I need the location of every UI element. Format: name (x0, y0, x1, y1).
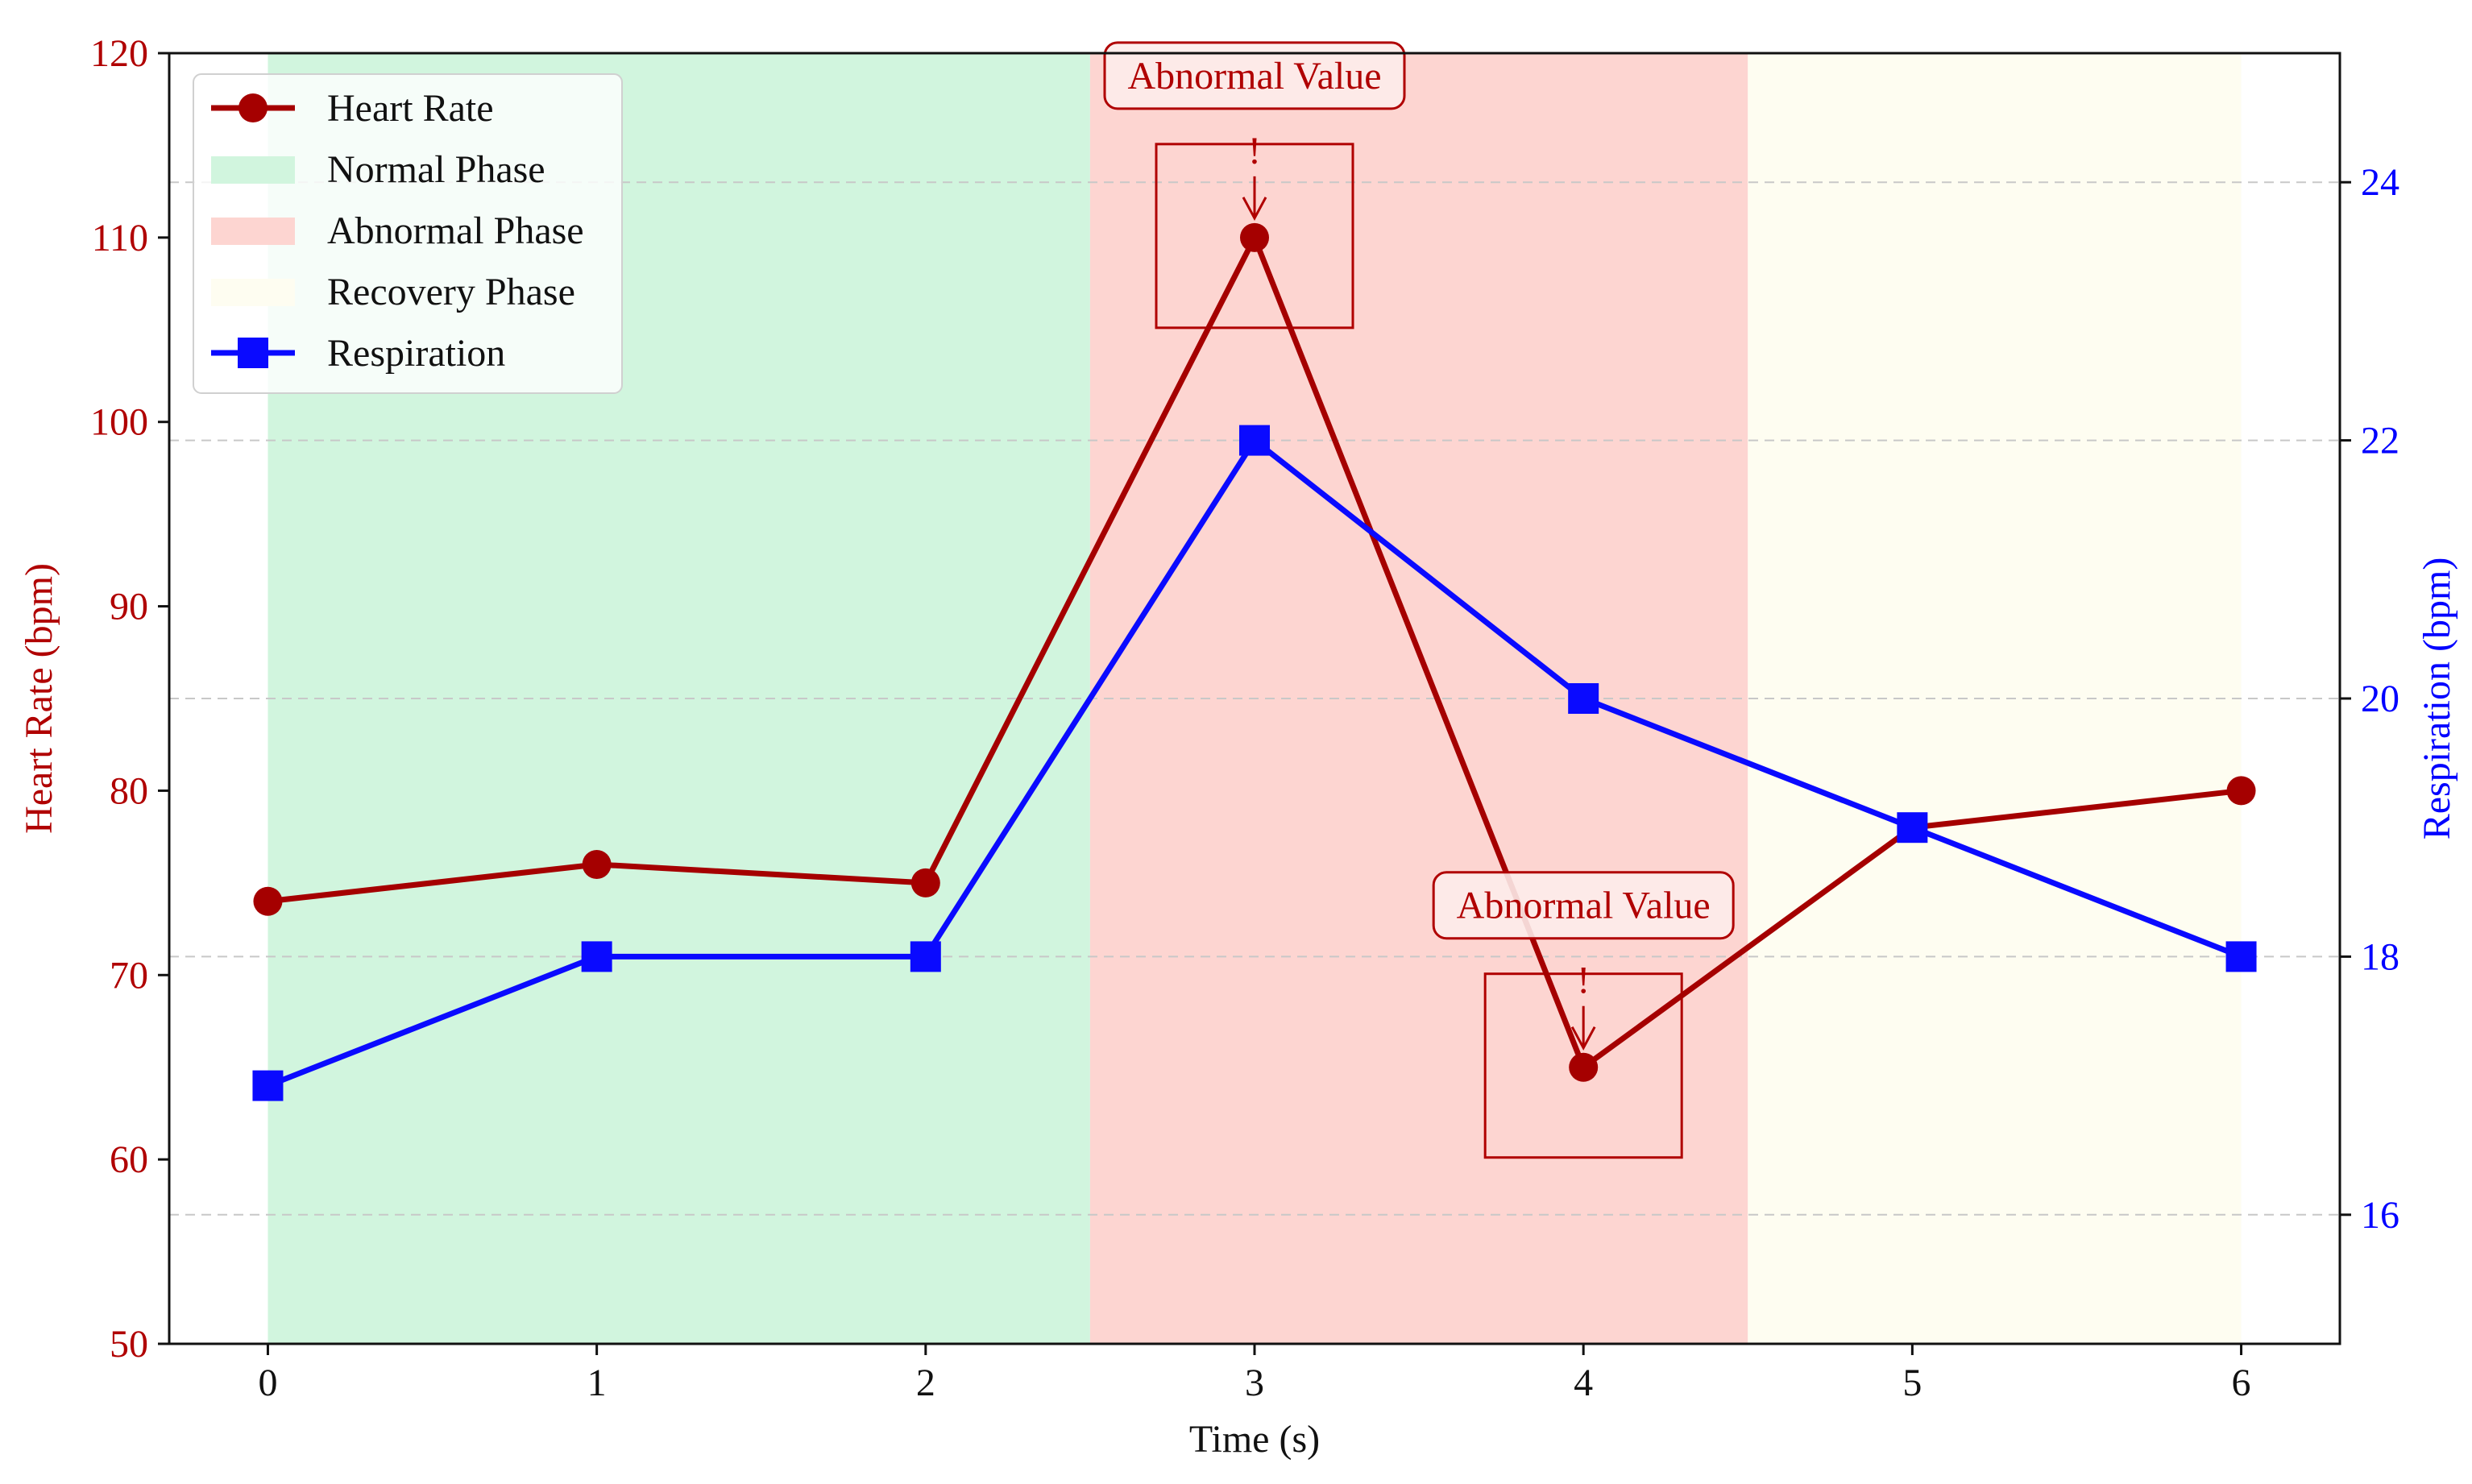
legend-normal-phase: Normal Phase (211, 148, 545, 191)
legend-recovery-phase: Recovery Phase (211, 271, 575, 313)
respiration-point (581, 941, 612, 972)
heart-rate-point (2226, 776, 2256, 806)
annotation-label-box (1432, 871, 1735, 940)
legend-marker (238, 93, 268, 122)
abnormal-highlight-box (1483, 972, 1683, 1159)
annotation-label: Abnormal Value (1457, 885, 1711, 927)
right-y-tick-label: 20 (2361, 678, 2399, 720)
legend-abnormal-phase: Abnormal Phase (211, 209, 584, 252)
annotation-arrow-head (1242, 197, 1267, 222)
legend-marker (238, 338, 268, 368)
respiration-point (2225, 941, 2257, 972)
legend-swatch (211, 156, 295, 184)
left-y-tick-label: 80 (110, 769, 148, 812)
right-y-tick-label: 22 (2361, 420, 2399, 462)
respiration-point (1897, 812, 1928, 844)
right-y-tick-label: 16 (2361, 1194, 2399, 1237)
annotation-arrow-head (1570, 1026, 1596, 1051)
legend-swatch (211, 279, 295, 306)
right-y-axis: 16 18 20 22 24 (2340, 161, 2399, 1237)
annotation-boxes (1155, 143, 1683, 1159)
left-y-tick-label: 60 (110, 1138, 148, 1181)
legend-label: Respiration (327, 332, 505, 375)
x-axis: 0 1 2 3 4 5 6 (258, 1344, 2251, 1404)
respiration-point (910, 941, 941, 972)
annotation-marker: ! (1248, 130, 1261, 172)
legend-respiration: Respiration (211, 332, 505, 375)
right-y-tick-label: 18 (2361, 935, 2399, 978)
x-tick-label: 6 (2232, 1362, 2251, 1404)
x-tick-label: 3 (1245, 1362, 1264, 1404)
right-y-tick-label: 24 (2361, 161, 2399, 204)
abnormal-highlight-box (1155, 143, 1354, 330)
heart-rate-point (910, 868, 940, 897)
x-tick-label: 2 (916, 1362, 935, 1404)
legend-label: Abnormal Phase (327, 209, 584, 252)
annotation-label: Abnormal Value (1127, 55, 1381, 97)
left-y-tick-label: 100 (90, 401, 148, 444)
x-tick-label: 1 (587, 1362, 607, 1404)
left-y-axis-label: Heart Rate (bpm) (18, 563, 60, 834)
legend-label: Heart Rate (327, 87, 494, 130)
x-tick-label: 4 (1574, 1362, 1593, 1404)
x-tick-label: 5 (1902, 1362, 1922, 1404)
axis-titles: Time (s) Heart Rate (bpm) Respiration (b… (18, 558, 2458, 1461)
legend: Heart Rate Normal Phase Abnormal Phase Reco… (193, 73, 623, 394)
legend-heart-rate: Heart Rate (211, 87, 494, 130)
abnormal-annotation: Abnormal Value! (1432, 871, 1735, 1051)
x-axis-label: Time (s) (1189, 1418, 1320, 1461)
heart-rate-point (1569, 1052, 1599, 1082)
right-y-axis-label: Respiration (bpm) (2416, 558, 2458, 840)
left-y-tick-label: 90 (110, 586, 148, 628)
respiration-point (1568, 683, 1599, 714)
left-y-tick-label: 70 (110, 954, 148, 997)
legend-box (193, 73, 623, 394)
x-tick-label: 0 (258, 1362, 277, 1404)
respiration-point (1239, 425, 1270, 456)
legend-swatch (211, 218, 295, 245)
heart-rate-point (582, 849, 612, 879)
respiration-point (252, 1070, 284, 1101)
left-y-tick-label: 120 (90, 32, 148, 75)
left-y-tick-label: 110 (92, 217, 148, 259)
annotation-label-box (1103, 41, 1406, 110)
annotation-marker: ! (1577, 960, 1590, 1002)
abnormal-annotation: Abnormal Value! (1103, 41, 1406, 222)
left-y-axis: 50 60 70 80 90 100 110 120 (90, 32, 169, 1366)
legend-label: Normal Phase (327, 148, 545, 191)
heart-rate-point (1240, 222, 1269, 252)
left-y-tick-label: 50 (110, 1323, 148, 1366)
series-layer (252, 222, 2257, 1101)
annotations: Abnormal Value!Abnormal Value! (1103, 41, 1735, 1051)
legend-label: Recovery Phase (327, 271, 575, 313)
heart-rate-point (253, 886, 283, 916)
